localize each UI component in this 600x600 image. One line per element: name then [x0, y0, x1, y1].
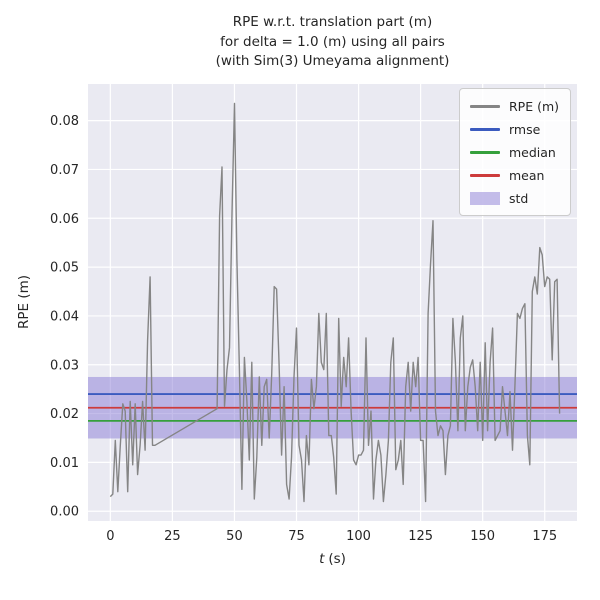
x-tick-label: 150 [470, 529, 495, 544]
legend-label-rpe: RPE (m) [508, 99, 559, 114]
legend-item-median: median [469, 143, 559, 162]
x-tick-label: 75 [288, 529, 305, 544]
mean-line-sample-icon [469, 174, 500, 177]
x-axis-label-variable: t [319, 551, 325, 567]
legend-label-mean: mean [508, 168, 545, 183]
x-tick-label: 125 [408, 529, 433, 544]
x-tick-label: 175 [532, 529, 557, 544]
x-tick-label: 50 [226, 529, 243, 544]
rpe-line-sample-icon [469, 105, 500, 108]
legend-item-std: std [469, 189, 559, 208]
chart-title-line-2: for delta = 1.0 (m) using all pairs [220, 33, 445, 50]
y-axis-label: RPE (m) [16, 274, 32, 330]
rmse-line-sample-icon [469, 128, 500, 131]
legend-item-rpe: RPE (m) [469, 97, 559, 116]
legend-label-std: std [508, 191, 529, 206]
y-tick-label: 0.05 [50, 261, 79, 276]
y-tick-label: 0.03 [50, 358, 79, 373]
legend-item-rmse: rmse [469, 120, 559, 139]
rpe-series-line [109, 102, 561, 503]
y-tick-label: 0.02 [50, 407, 79, 422]
legend-label-rmse: rmse [508, 122, 541, 137]
chart-title: RPE w.r.t. translation part (m) for delt… [88, 13, 577, 72]
x-axis-label-unit: (s) [328, 551, 346, 567]
x-tick-label: 100 [346, 529, 371, 544]
chart-title-line-1: RPE w.r.t. translation part (m) [232, 14, 433, 30]
y-tick-label: 0.07 [50, 163, 79, 178]
y-tick-label: 0.04 [50, 309, 79, 324]
chart-title-line-3: (with Sim(3) Umeyama alignment) [215, 53, 450, 69]
y-tick-label: 0.01 [50, 456, 79, 471]
legend-label-median: median [508, 145, 556, 160]
legend-item-mean: mean [469, 166, 559, 185]
std-band-sample-icon [469, 192, 500, 205]
legend: RPE (m) rmse median mean std [458, 88, 571, 216]
median-line-sample-icon [469, 151, 500, 154]
x-axis-label: t (s) [88, 551, 577, 567]
x-tick-label: 0 [106, 529, 114, 544]
y-tick-label: 0.00 [50, 505, 79, 520]
y-tick-label: 0.08 [50, 114, 79, 129]
y-tick-label: 0.06 [50, 212, 79, 227]
x-tick-label: 25 [164, 529, 181, 544]
